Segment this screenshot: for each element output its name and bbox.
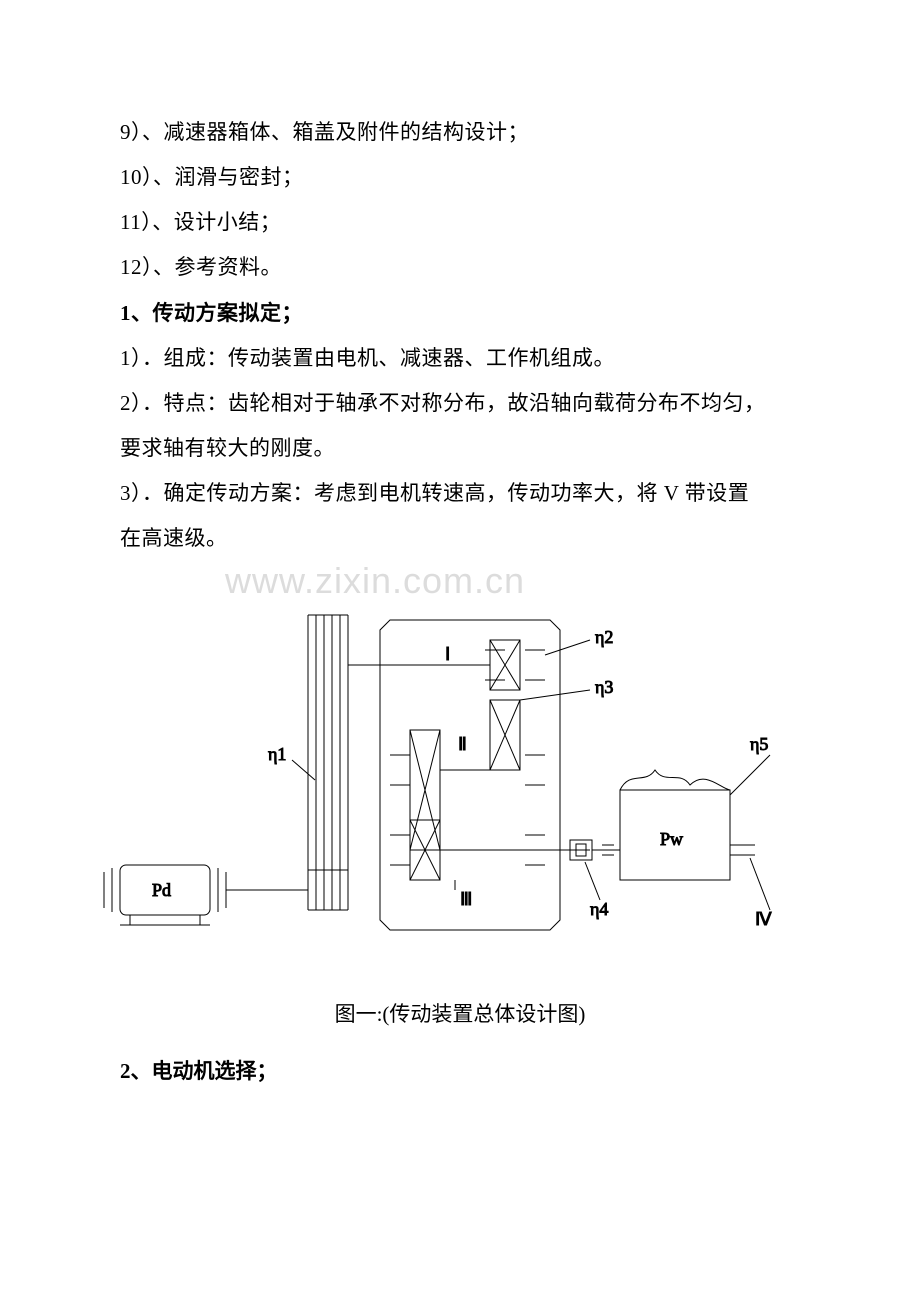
motor-icon	[104, 865, 308, 925]
label-shaft1: Ⅰ	[445, 644, 450, 664]
watermark-text: www.zixin.com.cn	[225, 560, 525, 602]
label-pd: Pd	[152, 880, 171, 900]
gearbox-housing-icon	[380, 620, 560, 930]
paragraph-1: 1）．组成：传动装置由电机、减速器、工作机组成。	[120, 336, 800, 381]
gear-top-right-icon	[485, 640, 545, 690]
label-eta4: η4	[590, 899, 608, 919]
list-item-12: 12）、参考资料。	[120, 245, 800, 290]
paragraph-3a: 3）．确定传动方案：考虑到电机转速高，传动功率大，将 V 带设置	[120, 471, 800, 516]
figure-caption: 图一:(传动装置总体设计图)	[0, 998, 920, 1028]
paragraph-2a: 2）．特点：齿轮相对于轴承不对称分布，故沿轴向载荷分布不均匀，	[120, 381, 800, 426]
label-shaft3: Ⅲ	[460, 889, 472, 909]
label-eta2: η2	[595, 627, 613, 647]
vbelt-icon	[308, 615, 348, 910]
list-item-10: 10）、润滑与密封；	[120, 155, 800, 200]
list-item-9: 9）、减速器箱体、箱盖及附件的结构设计；	[120, 110, 800, 155]
paragraph-2b: 要求轴有较大的刚度。	[120, 426, 800, 471]
label-shaft2: Ⅱ	[458, 734, 467, 754]
transmission-diagram: Pd η1 Ⅰ	[90, 610, 810, 950]
label-shaft4: Ⅳ	[755, 909, 772, 929]
section-1-heading: 1、传动方案拟定；	[120, 291, 800, 336]
work-machine-icon	[620, 770, 755, 880]
section-2-heading: 2、电动机选择；	[120, 1055, 278, 1085]
list-item-11: 11）、设计小结；	[120, 200, 800, 245]
label-eta5: η5	[750, 734, 768, 754]
label-pw: Pw	[660, 829, 683, 849]
document-body: 9）、减速器箱体、箱盖及附件的结构设计； 10）、润滑与密封； 11）、设计小结…	[120, 110, 800, 561]
paragraph-3b: 在高速级。	[120, 516, 800, 561]
label-eta1: η1	[268, 744, 286, 764]
label-eta3: η3	[595, 677, 613, 697]
